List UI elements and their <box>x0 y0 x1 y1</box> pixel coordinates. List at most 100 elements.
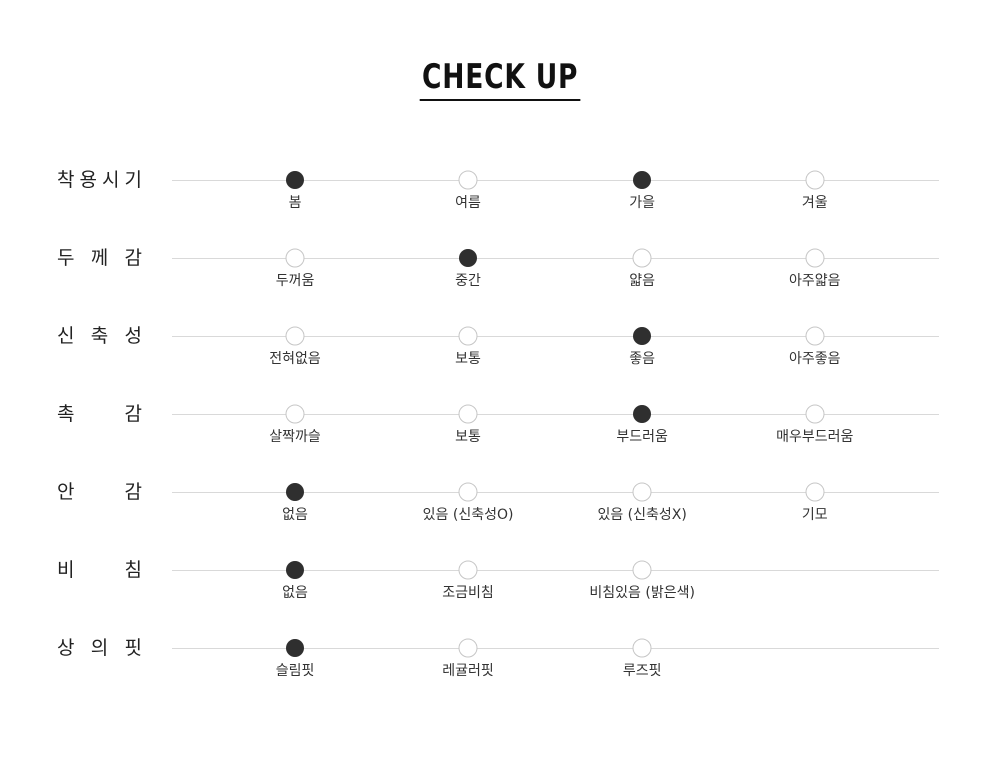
option-dot <box>285 248 305 268</box>
option-label: 슬림핏 <box>275 663 315 679</box>
option-dot <box>805 170 825 190</box>
option-dot <box>805 482 825 502</box>
option-dot-selected <box>286 483 305 501</box>
option-dot <box>805 248 825 268</box>
option-track: 없음 조금비침 비침있음 (밝은색) <box>172 560 939 638</box>
row-label-char: 비 <box>57 559 75 581</box>
option-label: 아주좋음 <box>788 351 841 367</box>
row-label-char: 안 <box>57 481 75 503</box>
row-label-char: 촉 <box>57 403 75 425</box>
row-label-char: 두 <box>57 247 75 269</box>
track-line <box>172 336 939 337</box>
option-dot-selected <box>286 561 305 579</box>
row-label-char: 침 <box>124 559 142 581</box>
option-dot-selected <box>286 639 305 657</box>
option-dot <box>285 326 305 346</box>
option-dot-selected <box>633 327 652 345</box>
option-label: 보통 <box>455 351 481 367</box>
option-dot <box>805 404 825 424</box>
option-dot <box>458 482 478 502</box>
option-dot <box>458 170 478 190</box>
option-dot <box>632 482 652 502</box>
option-label: 가을 <box>629 195 656 211</box>
option-track: 두꺼움 중간 얇음 아주얇음 <box>172 248 939 326</box>
row-label-char: 시 <box>102 169 120 191</box>
option-track: 없음 있음 (신축성O) 있음 (신축성X) 기모 <box>172 482 939 560</box>
option-dot <box>805 326 825 346</box>
option-track: 살짝까슬 보통 부드러움 매우부드러움 <box>172 404 939 482</box>
option-label: 부드러움 <box>616 429 668 445</box>
option-label: 있음 (신축성X) <box>597 507 687 523</box>
option-dot <box>458 404 478 424</box>
option-dot <box>285 404 305 424</box>
option-track: 슬림핏 레귤러핏 루즈핏 <box>172 638 939 716</box>
option-track: 봄 여름 가을 겨울 <box>172 170 939 248</box>
option-label: 살짝까슬 <box>269 429 321 445</box>
option-dot-selected <box>459 249 478 267</box>
row-label-char: 핏 <box>124 637 142 659</box>
option-label: 매우부드러움 <box>776 429 854 445</box>
option-label: 중간 <box>455 273 481 289</box>
option-label: 레귤러핏 <box>442 663 494 679</box>
row-label-char: 께 <box>90 247 109 269</box>
row-label-char: 기 <box>124 169 142 191</box>
option-label: 있음 (신축성O) <box>422 507 514 523</box>
row-label-char: 감 <box>124 247 142 269</box>
option-dot <box>458 326 478 346</box>
option-dot <box>458 638 478 658</box>
track-line <box>172 414 939 415</box>
option-label: 좋음 <box>629 351 656 367</box>
option-dot <box>632 248 652 268</box>
row-label-char: 착 <box>57 169 75 191</box>
option-dot-selected <box>286 171 305 189</box>
page-title: CHECK UP <box>0 0 1000 101</box>
option-label: 기모 <box>801 507 828 523</box>
option-label: 겨울 <box>801 195 828 211</box>
option-label: 조금비침 <box>442 585 494 601</box>
track-line <box>172 258 939 259</box>
track-line <box>172 180 939 181</box>
section-title: CHECK UP <box>419 60 581 101</box>
option-label: 여름 <box>455 195 481 211</box>
option-track: 전혀없음 보통 좋음 아주좋음 <box>172 326 939 404</box>
option-label: 아주얇음 <box>788 273 841 289</box>
row-label-char: 성 <box>124 325 142 347</box>
track-line <box>172 648 939 649</box>
row-label-char: 상 <box>57 637 75 659</box>
option-label: 없음 <box>282 507 308 523</box>
option-dot-selected <box>633 405 652 423</box>
option-label: 봄 <box>288 195 302 211</box>
row-label-char: 축 <box>90 325 109 347</box>
option-label: 얇음 <box>629 273 656 289</box>
row-label-char: 용 <box>79 169 97 191</box>
option-label: 없음 <box>282 585 308 601</box>
row-label-char: 의 <box>90 637 109 659</box>
row-label-char: 감 <box>124 403 142 425</box>
track-line <box>172 570 939 571</box>
option-dot <box>632 638 652 658</box>
row-label-char: 감 <box>124 481 142 503</box>
option-label: 전혀없음 <box>269 351 321 367</box>
option-label: 비침있음 (밝은색) <box>589 585 695 601</box>
track-line <box>172 492 939 493</box>
option-dot <box>458 560 478 580</box>
option-dot <box>632 560 652 580</box>
option-dot-selected <box>633 171 652 189</box>
row-label-char: 신 <box>57 325 75 347</box>
